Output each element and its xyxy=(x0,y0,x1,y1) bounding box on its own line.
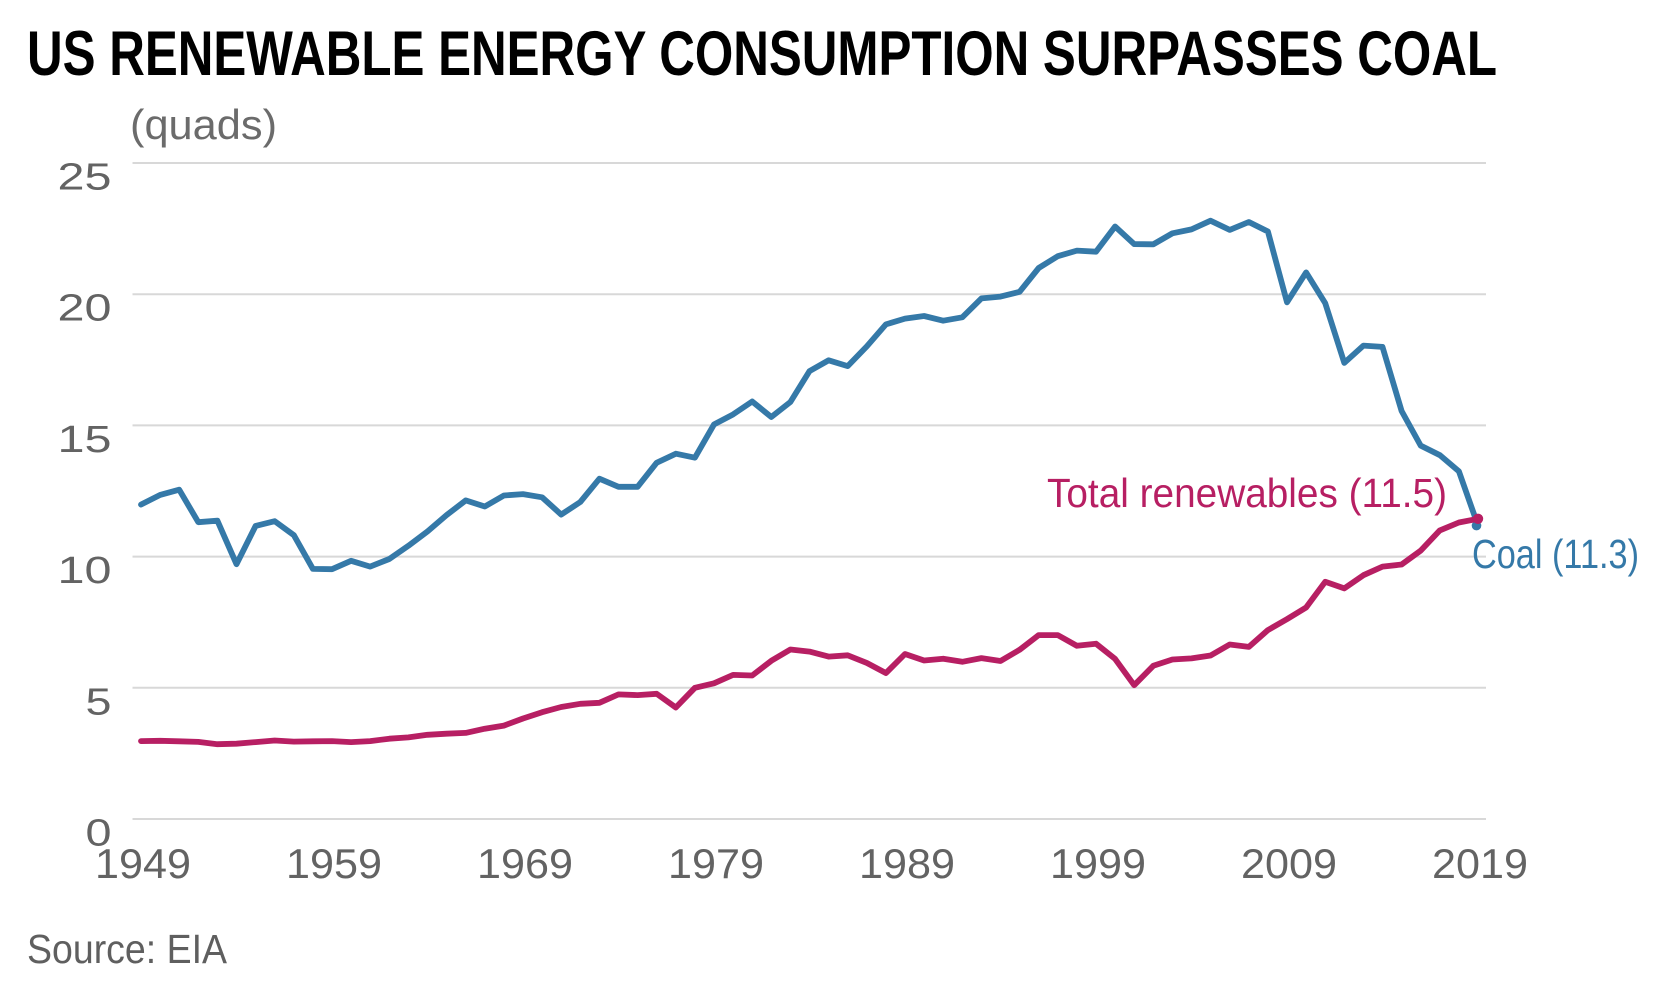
svg-text:1999: 1999 xyxy=(1050,840,1146,887)
svg-text:(quads): (quads) xyxy=(130,101,277,148)
svg-text:0: 0 xyxy=(86,813,112,855)
svg-text:5: 5 xyxy=(86,681,112,723)
svg-text:1969: 1969 xyxy=(477,840,573,887)
svg-text:1979: 1979 xyxy=(668,840,764,887)
svg-text:US RENEWABLE ENERGY CONSUMPTIO: US RENEWABLE ENERGY CONSUMPTION SURPASSE… xyxy=(27,19,1497,89)
svg-text:1949: 1949 xyxy=(95,840,191,887)
svg-text:Total renewables (11.5): Total renewables (11.5) xyxy=(1047,470,1447,516)
svg-text:1959: 1959 xyxy=(286,840,382,887)
svg-text:20: 20 xyxy=(58,288,112,330)
svg-text:2009: 2009 xyxy=(1241,840,1337,887)
svg-text:15: 15 xyxy=(58,419,112,461)
svg-text:2019: 2019 xyxy=(1432,840,1528,887)
svg-text:1989: 1989 xyxy=(859,840,955,887)
svg-text:Source: EIA: Source: EIA xyxy=(27,926,228,972)
svg-text:10: 10 xyxy=(58,550,112,592)
svg-text:Coal (11.3): Coal (11.3) xyxy=(1472,531,1639,577)
svg-text:25: 25 xyxy=(58,157,112,199)
